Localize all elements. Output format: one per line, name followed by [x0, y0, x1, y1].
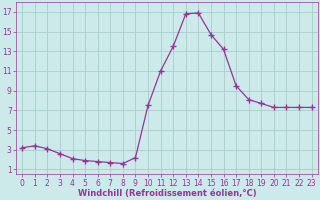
- X-axis label: Windchill (Refroidissement éolien,°C): Windchill (Refroidissement éolien,°C): [77, 189, 256, 198]
